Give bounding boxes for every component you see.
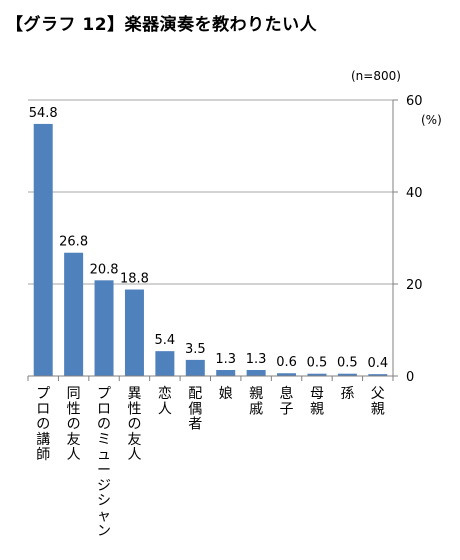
category-label: 親戚 [249,386,263,417]
data-label: 20.8 [90,262,119,277]
bar [124,289,144,376]
grid-lines [28,99,393,285]
y-tick-label: 60 [406,94,423,109]
data-label: 18.8 [120,272,149,287]
category-label: 息子 [280,385,294,417]
data-label: 26.8 [59,235,88,250]
bar [246,370,266,376]
data-label: 54.8 [29,106,58,121]
category-label: 同性の友人 [67,386,81,463]
data-label: 0.5 [337,356,358,371]
bars [33,123,388,376]
y-tick-label: 40 [406,186,423,201]
y-tick-label: 0 [406,370,414,385]
bar [185,359,205,376]
data-label: 0.6 [276,355,297,370]
data-label: 0.5 [307,356,328,371]
category-label: 娘 [219,386,233,402]
y-unit-label: (%) [421,113,442,127]
sample-size-note: (n=800) [351,69,401,83]
bar [64,252,84,376]
category-label: 恋人 [158,385,172,417]
bar [155,351,175,376]
y-tick-label: 20 [406,278,423,293]
category-label: 父親 [371,386,385,417]
category-label: 母親 [310,386,324,417]
axes [27,99,398,381]
bar [33,123,53,376]
chart-title: 【グラフ 12】楽器演奏を教わりたい人 [6,15,318,35]
category-label: プロのミュージシャン [97,386,111,540]
category-label: 孫 [340,386,354,402]
bar [368,374,388,376]
category-label: プロの講師 [36,386,50,463]
bar [277,373,297,376]
data-label: 1.3 [215,352,236,367]
category-label: 配偶者 [188,386,202,433]
data-label: 5.4 [155,333,176,348]
bar [94,280,114,376]
data-label: 3.5 [185,342,206,357]
bar [216,370,236,376]
bar [337,373,357,376]
category-label: 異性の友人 [127,386,141,463]
data-label: 1.3 [246,352,267,367]
data-label: 0.4 [367,356,388,371]
labels: 0 20 40 60 (n=800) (%) 54.8 プロの講師 26.8 同性の友人 20.8 プ… [29,69,442,540]
bar [307,373,327,376]
